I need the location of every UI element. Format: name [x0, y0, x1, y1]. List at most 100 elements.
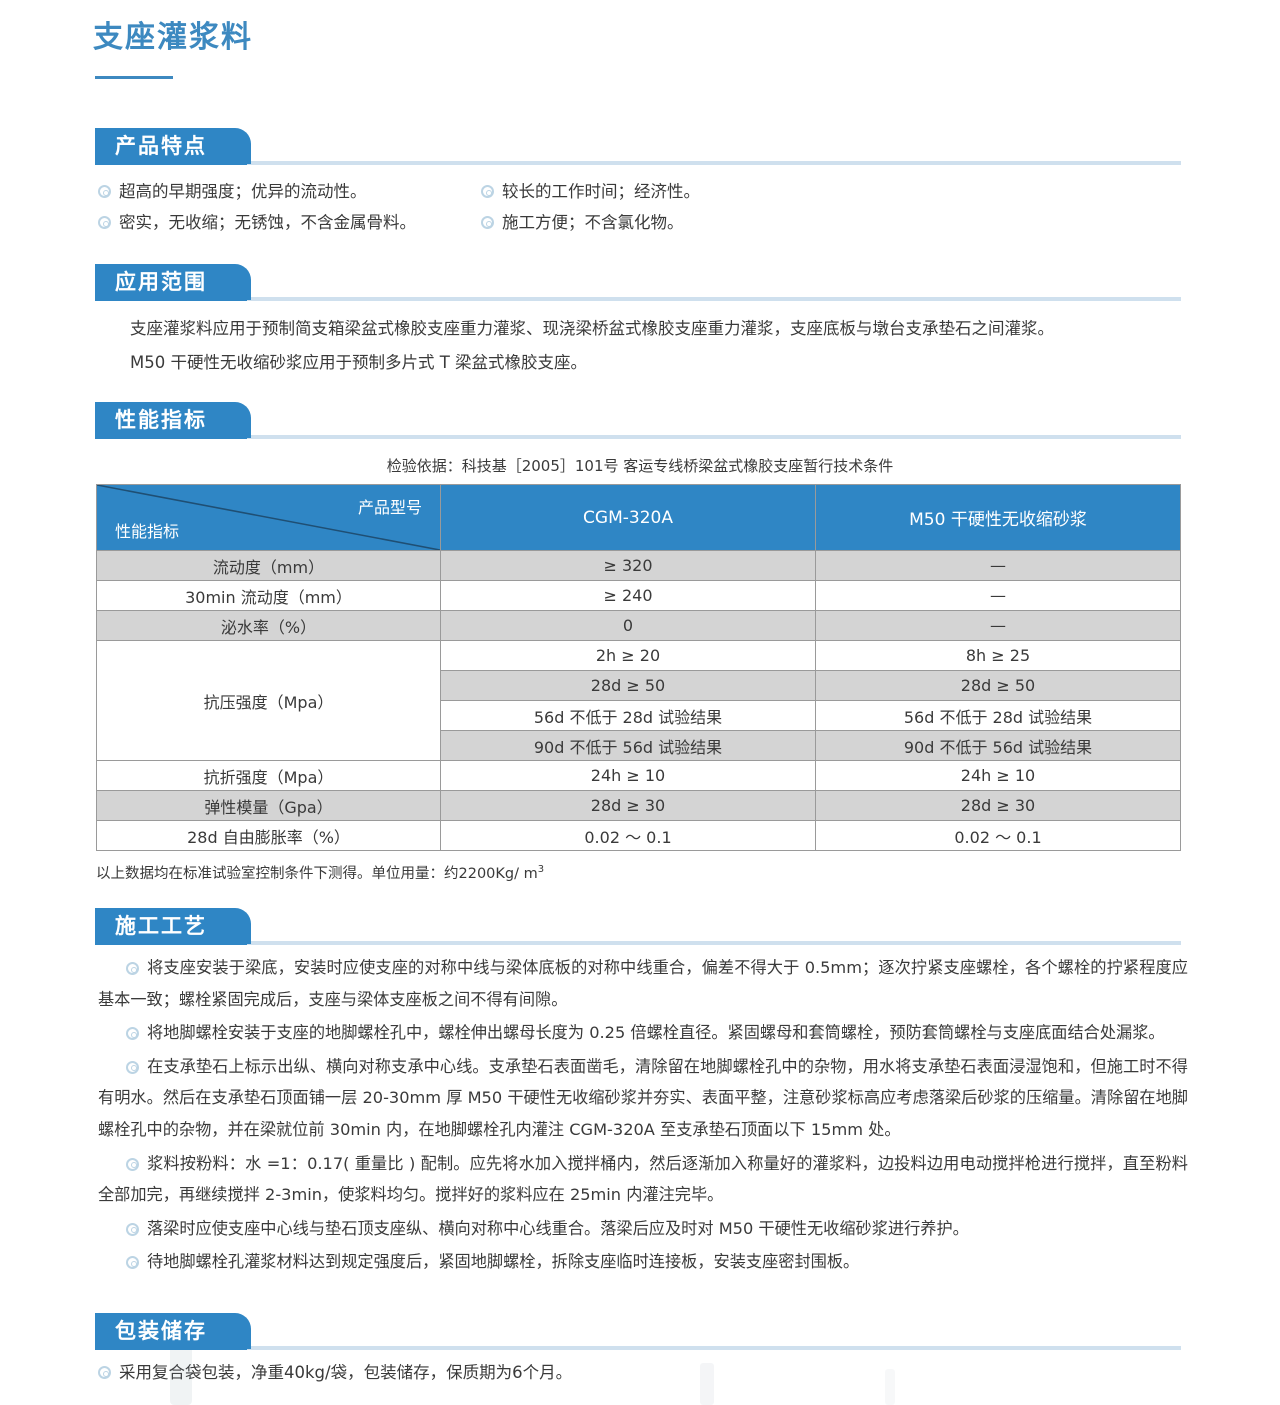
- row-label: 30min 流动度（mm）: [96, 580, 441, 611]
- list-item: 采用复合袋包装，净重40kg/袋，包装储存，保质期为6个月。: [98, 1357, 1188, 1388]
- features-column-left: 超高的早期强度；优异的流动性。 密实，无收缩；无锈蚀，不含金属骨料。: [98, 176, 498, 239]
- scope-banner-rule: [95, 297, 1181, 301]
- construction-heading: 施工工艺: [95, 908, 251, 944]
- row-value-m50: —: [815, 610, 1181, 641]
- table-row: 30min 流动度（mm） ≥ 240 —: [96, 580, 1181, 611]
- table-footnote-exponent: 3: [537, 864, 545, 876]
- row-value-cgm: 2h ≥ 20: [440, 640, 816, 671]
- section-performance: 性能指标: [0, 402, 1280, 439]
- circle-bullet-icon: [126, 1027, 139, 1041]
- performance-table: 产品型号 性能指标 CGM-320A M50 干硬性无收缩砂浆 流动度（mm） …: [96, 484, 1181, 851]
- row-label: 弹性模量（Gpa）: [96, 790, 441, 821]
- scope-body: 支座灌浆料应用于预制简支箱梁盆式橡胶支座重力灌浆、现浇梁桥盆式橡胶支座重力灌浆，…: [130, 312, 1190, 380]
- row-label: 流动度（mm）: [96, 550, 441, 581]
- row-value-cgm: 28d ≥ 50: [440, 670, 816, 701]
- table-row: 弹性模量（Gpa） 28d ≥ 30 28d ≥ 30: [96, 790, 1181, 821]
- row-value-cgm: 56d 不低于 28d 试验结果: [440, 700, 816, 731]
- construction-item: 将支座安装于梁底，安装时应使支座的对称中线与梁体底板的对称中线重合，偏差不得大于…: [98, 952, 1188, 1015]
- row-value-m50: 0.02 ～ 0.1: [815, 820, 1181, 851]
- section-scope: 应用范围: [0, 264, 1280, 301]
- construction-item: 落梁时应使支座中心线与垫石顶支座纵、横向对称中心线重合。落梁后应及时对 M50 …: [98, 1213, 1188, 1245]
- list-item: 施工方便；不含氯化物。: [481, 207, 901, 238]
- circle-bullet-icon: [126, 1256, 139, 1270]
- section-packaging: 包装储存: [0, 1313, 1280, 1350]
- section-features: 产品特点: [0, 128, 1280, 165]
- table-row: 抗压强度（Mpa） 2h ≥ 20 8h ≥ 25: [96, 640, 1181, 761]
- performance-banner-rule: [95, 435, 1181, 439]
- diagonal-divider-icon: [97, 485, 440, 550]
- features-heading: 产品特点: [95, 128, 251, 164]
- circle-bullet-icon: [98, 216, 111, 230]
- table-footnote: 以上数据均在标准试验室控制条件下测得。单位用量：约2200Kg/ m3: [96, 862, 544, 883]
- row-value-m50: 8h ≥ 25: [815, 640, 1181, 671]
- row-label: 抗折强度（Mpa）: [96, 760, 441, 791]
- circle-bullet-icon: [126, 962, 139, 975]
- performance-heading: 性能指标: [95, 402, 251, 438]
- construction-item: 浆料按粉料：水 =1：0.17( 重量比 ) 配制。应先将水加入搅拌桶内，然后逐…: [98, 1148, 1188, 1211]
- row-value-m50: —: [815, 550, 1181, 581]
- row-value-cgm: 0.02 ～ 0.1: [440, 820, 816, 851]
- table-row: 28d ≥ 50 28d ≥ 50: [97, 670, 1181, 701]
- circle-bullet-icon: [481, 185, 494, 198]
- row-value-m50: 56d 不低于 28d 试验结果: [815, 700, 1181, 731]
- table-row: 泌水率（%） 0 —: [96, 610, 1181, 641]
- table-row: 90d 不低于 56d 试验结果 90d 不低于 56d 试验结果: [97, 730, 1181, 761]
- row-value-m50: 24h ≥ 10: [815, 760, 1181, 791]
- circle-bullet-icon: [481, 216, 494, 230]
- construction-list: 将支座安装于梁底，安装时应使支座的对称中线与梁体底板的对称中线重合，偏差不得大于…: [98, 952, 1188, 1280]
- construction-item: 在支承垫石上标示出纵、横向对称支承中心线。支承垫石表面凿毛，清除留在地脚螺栓孔中…: [98, 1051, 1188, 1146]
- corner-label-performance-index: 性能指标: [115, 522, 180, 541]
- construction-text: 浆料按粉料：水 =1：0.17( 重量比 ) 配制。应先将水加入搅拌桶内，然后逐…: [98, 1153, 1188, 1205]
- features-banner-rule: [95, 161, 1181, 165]
- list-item: 超高的早期强度；优异的流动性。: [98, 176, 498, 207]
- row-value-cgm: ≥ 320: [440, 550, 816, 581]
- table-row: 56d 不低于 28d 试验结果 56d 不低于 28d 试验结果: [97, 700, 1181, 731]
- packaging-banner-rule: [95, 1346, 1181, 1350]
- scope-paragraph: M50 干硬性无收缩砂浆应用于预制多片式 T 梁盆式橡胶支座。: [130, 352, 588, 372]
- scope-paragraph: 支座灌浆料应用于预制简支箱梁盆式橡胶支座重力灌浆、现浇梁桥盆式橡胶支座重力灌浆，…: [130, 319, 1054, 338]
- row-value-cgm: 0: [440, 610, 816, 641]
- table-corner-cell: 产品型号 性能指标: [96, 484, 441, 551]
- table-footnote-text: 以上数据均在标准试验室控制条件下测得。单位用量：约2200Kg/ m: [96, 866, 538, 882]
- construction-text: 落梁时应使支座中心线与垫石顶支座纵、横向对称中心线重合。落梁后应及时对 M50 …: [147, 1218, 969, 1238]
- row-value-cgm: ≥ 240: [440, 580, 816, 611]
- construction-text: 待地脚螺栓孔灌浆材料达到规定强度后，紧固地脚螺栓，拆除支座临时连接板，安装支座密…: [147, 1252, 860, 1272]
- row-value-cgm: 24h ≥ 10: [440, 760, 816, 791]
- list-item: 密实，无收缩；无锈蚀，不含金属骨料。: [98, 207, 498, 238]
- row-value-m50: 90d 不低于 56d 试验结果: [815, 730, 1181, 761]
- page-title: 支座灌浆料: [93, 20, 253, 55]
- inspection-basis-note: 检验依据：科技基［2005］101号 客运专线桥梁盆式橡胶支座暂行技术条件: [386, 457, 894, 475]
- construction-banner-rule: [95, 941, 1181, 945]
- packaging-heading: 包装储存: [95, 1313, 251, 1349]
- table-header-row: 产品型号 性能指标 CGM-320A M50 干硬性无收缩砂浆: [96, 484, 1181, 551]
- circle-bullet-icon: [126, 1222, 139, 1236]
- circle-bullet-icon: [98, 1366, 111, 1379]
- features-column-right: 较长的工作时间；经济性。 施工方便；不含氯化物。: [481, 176, 901, 239]
- row-value-cgm: 90d 不低于 56d 试验结果: [440, 730, 816, 761]
- list-item: 较长的工作时间；经济性。: [481, 176, 901, 207]
- construction-text: 在支承垫石上标示出纵、横向对称支承中心线。支承垫石表面凿毛，清除留在地脚螺栓孔中…: [98, 1056, 1188, 1139]
- construction-item: 将地脚螺栓安装于支座的地脚螺栓孔中，螺栓伸出螺母长度为 0.25 倍螺栓直径。紧…: [98, 1017, 1188, 1049]
- table-row: 抗折强度（Mpa） 24h ≥ 10 24h ≥ 10: [96, 760, 1181, 791]
- feature-text: 密实，无收缩；无锈蚀，不含金属骨料。: [119, 213, 416, 233]
- corner-label-product-model: 产品型号: [357, 498, 422, 517]
- section-construction: 施工工艺: [0, 908, 1280, 945]
- row-label-compressive-strength: 抗压强度（Mpa）: [96, 640, 441, 761]
- circle-bullet-icon: [98, 185, 111, 198]
- feature-text: 施工方便；不含氯化物。: [502, 213, 684, 233]
- packaging-text: 采用复合袋包装，净重40kg/袋，包装储存，保质期为6个月。: [119, 1363, 573, 1382]
- row-label: 28d 自由膨胀率（%）: [96, 820, 441, 851]
- construction-text: 将地脚螺栓安装于支座的地脚螺栓孔中，螺栓伸出螺母长度为 0.25 倍螺栓直径。紧…: [147, 1023, 1165, 1043]
- construction-item: 待地脚螺栓孔灌浆材料达到规定强度后，紧固地脚螺栓，拆除支座临时连接板，安装支座密…: [98, 1246, 1188, 1278]
- packaging-list: 采用复合袋包装，净重40kg/袋，包装储存，保质期为6个月。: [98, 1357, 1188, 1388]
- row-value-m50: 28d ≥ 30: [815, 790, 1181, 821]
- row-value-m50: —: [815, 580, 1181, 611]
- circle-bullet-icon: [126, 1060, 139, 1074]
- row-value-m50: 28d ≥ 50: [815, 670, 1181, 701]
- feature-text: 超高的早期强度；优异的流动性。: [119, 182, 367, 201]
- table-col-header-m50: M50 干硬性无收缩砂浆: [815, 484, 1181, 551]
- title-underline: [95, 76, 173, 79]
- table-col-header-cgm: CGM-320A: [440, 484, 816, 551]
- row-label: 泌水率（%）: [96, 610, 441, 641]
